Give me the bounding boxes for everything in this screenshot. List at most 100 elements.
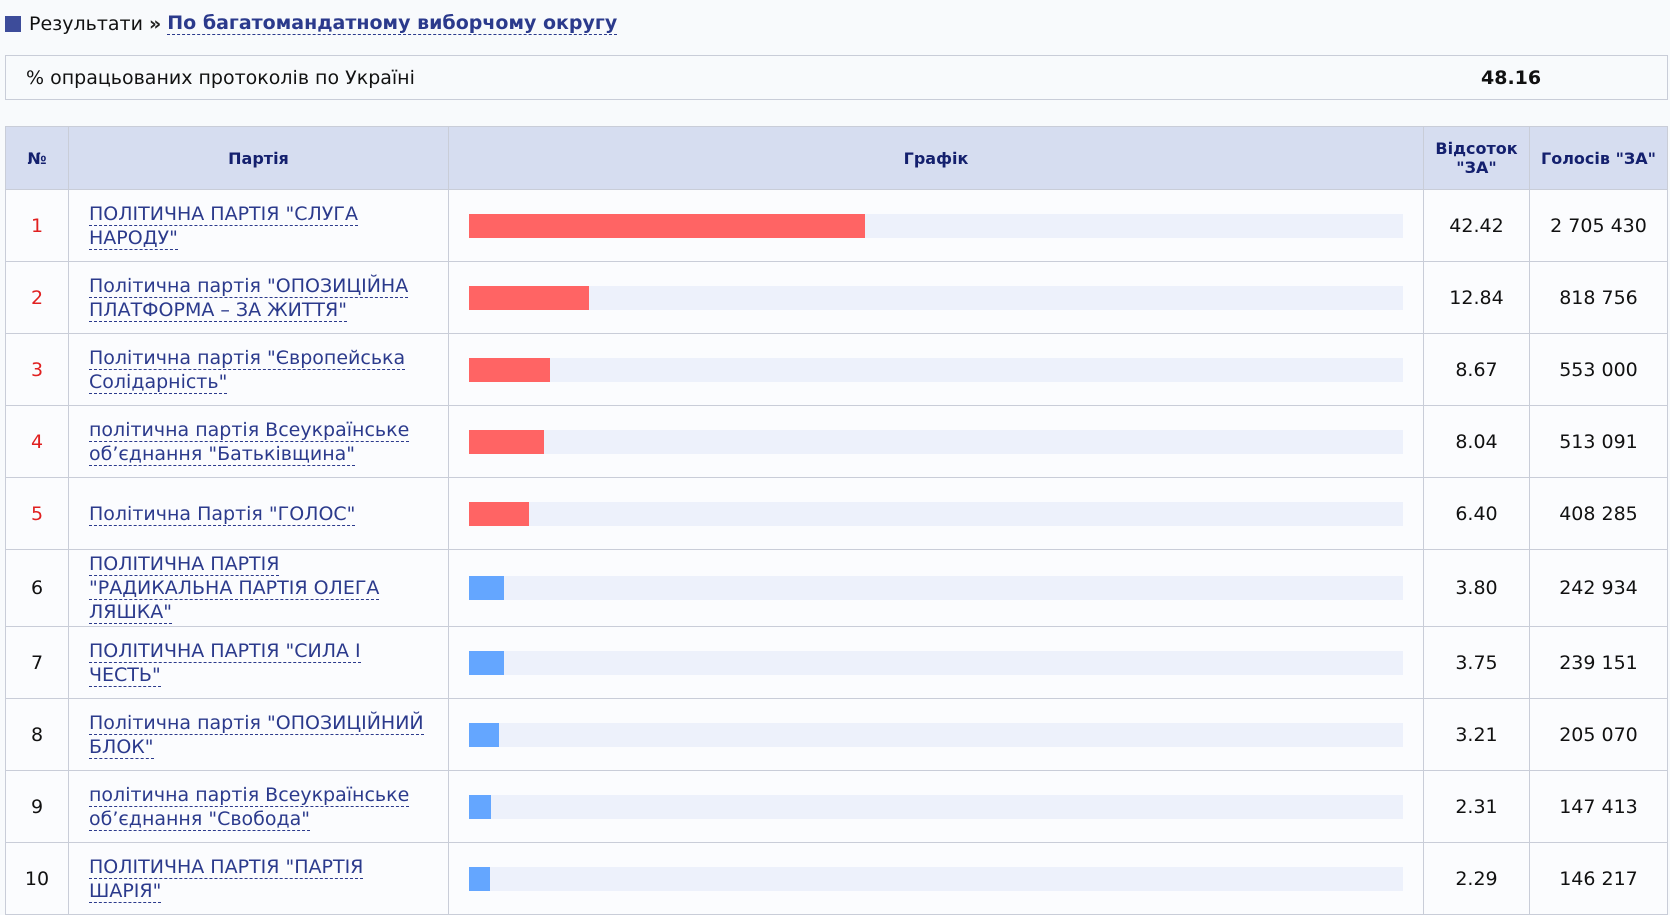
column-header: Партія	[68, 126, 449, 190]
result-row: 3 Політична партія "Європейська Солідарні…	[5, 333, 1668, 406]
chart-cell	[448, 261, 1424, 334]
bar	[469, 576, 505, 600]
column-header: Графік	[448, 126, 1424, 190]
result-row: 8 Політична партія "ОПОЗИЦІЙНИЙ БЛОК" 3.21…	[5, 698, 1668, 771]
bar-track	[469, 285, 1403, 310]
result-row: 6 ПОЛІТИЧНА ПАРТІЯ "РАДИКАЛЬНА ПАРТІЯ ОЛЕ…	[5, 549, 1668, 627]
bar	[469, 722, 499, 747]
chart-cell	[448, 333, 1424, 406]
bar	[469, 357, 550, 382]
bar-track	[469, 866, 1403, 891]
chart-cell	[448, 842, 1424, 915]
result-row: 9 політична партія Всеукраїнське об’єднан…	[5, 770, 1668, 843]
votes-cell: 239 151	[1529, 626, 1668, 699]
party-cell: політична партія Всеукраїнське об’єднанн…	[68, 770, 449, 843]
breadcrumb: Результати » По багатомандатному виборчо…	[5, 12, 618, 35]
party-link[interactable]: ПОЛІТИЧНА ПАРТІЯ "СЛУГА НАРОДУ"	[89, 202, 358, 250]
bar-track	[469, 794, 1403, 819]
summary-box: % опрацьованих протоколів по Україні 48.…	[5, 55, 1668, 100]
bar-track	[469, 213, 1403, 238]
percent-cell: 6.40	[1423, 477, 1530, 550]
party-link[interactable]: Політична партія "ОПОЗИЦІЙНИЙ БЛОК"	[89, 711, 424, 759]
bar-track	[469, 501, 1403, 526]
votes-cell: 2 705 430	[1529, 189, 1668, 262]
breadcrumb-current[interactable]: По багатомандатному виборчому округу	[167, 12, 618, 35]
column-header: Голосів "ЗА"	[1529, 126, 1668, 190]
party-cell: ПОЛІТИЧНА ПАРТІЯ "СИЛА І ЧЕСТЬ"	[68, 626, 449, 699]
breadcrumb-icon	[5, 15, 21, 32]
percent-cell: 3.75	[1423, 626, 1530, 699]
row-number: 7	[5, 626, 69, 699]
percent-cell: 2.31	[1423, 770, 1530, 843]
breadcrumb-separator: »	[148, 12, 162, 35]
bar	[469, 866, 491, 891]
party-link[interactable]: ПОЛІТИЧНА ПАРТІЯ "РАДИКАЛЬНА ПАРТІЯ ОЛЕГ…	[89, 553, 380, 624]
party-cell: ПОЛІТИЧНА ПАРТІЯ "ПАРТІЯ ШАРІЯ"	[68, 842, 449, 915]
row-number: 6	[5, 549, 69, 627]
result-row: 2 Політична партія "ОПОЗИЦІЙНА ПЛАТФОРМА …	[5, 261, 1668, 334]
votes-cell: 146 217	[1529, 842, 1668, 915]
votes-cell: 205 070	[1529, 698, 1668, 771]
party-link[interactable]: політична партія Всеукраїнське об’єднанн…	[89, 783, 410, 831]
row-number: 8	[5, 698, 69, 771]
column-header: Відсоток "ЗА"	[1423, 126, 1530, 190]
percent-cell: 3.80	[1423, 549, 1530, 627]
bar-track	[469, 576, 1403, 600]
summary-value: 48.16	[1481, 67, 1542, 89]
chart-cell	[448, 626, 1424, 699]
chart-cell	[448, 698, 1424, 771]
row-number: 4	[5, 405, 69, 478]
bar	[469, 213, 866, 238]
results-table: № Партія Графік Відсоток "ЗА" Голосів "ЗА" 1…	[5, 126, 1668, 915]
percent-cell: 8.04	[1423, 405, 1530, 478]
percent-cell: 2.29	[1423, 842, 1530, 915]
result-row: 5 Політична Партія "ГОЛОС" 6.40 408 285	[5, 477, 1668, 550]
chart-cell	[448, 405, 1424, 478]
chart-cell	[448, 549, 1424, 627]
votes-cell: 513 091	[1529, 405, 1668, 478]
row-number: 9	[5, 770, 69, 843]
votes-cell: 242 934	[1529, 549, 1668, 627]
bar-track	[469, 429, 1403, 454]
result-row: 10 ПОЛІТИЧНА ПАРТІЯ "ПАРТІЯ ШАРІЯ" 2.29 146…	[5, 842, 1668, 915]
party-link[interactable]: Політична партія "ОПОЗИЦІЙНА ПЛАТФОРМА –…	[89, 274, 409, 322]
bar	[469, 794, 491, 819]
party-cell: Політична партія "ОПОЗИЦІЙНА ПЛАТФОРМА –…	[68, 261, 449, 334]
row-number: 3	[5, 333, 69, 406]
chart-cell	[448, 189, 1424, 262]
percent-cell: 12.84	[1423, 261, 1530, 334]
page: Результати » По багатомандатному виборчо…	[5, 12, 1668, 915]
result-row: 4 політична партія Всеукраїнське об’єднан…	[5, 405, 1668, 478]
votes-cell: 553 000	[1529, 333, 1668, 406]
row-number: 10	[5, 842, 69, 915]
chart-cell	[448, 770, 1424, 843]
party-cell: Політична партія "ОПОЗИЦІЙНИЙ БЛОК"	[68, 698, 449, 771]
percent-cell: 3.21	[1423, 698, 1530, 771]
bar-track	[469, 722, 1403, 747]
summary-label: % опрацьованих протоколів по Україні	[26, 67, 415, 89]
row-number: 5	[5, 477, 69, 550]
party-link[interactable]: ПОЛІТИЧНА ПАРТІЯ "ПАРТІЯ ШАРІЯ"	[89, 855, 364, 903]
header-row: № Партія Графік Відсоток "ЗА" Голосів "ЗА"	[5, 126, 1668, 190]
votes-cell: 408 285	[1529, 477, 1668, 550]
percent-cell: 42.42	[1423, 189, 1530, 262]
row-number: 1	[5, 189, 69, 262]
bar-track	[469, 357, 1403, 382]
votes-cell: 818 756	[1529, 261, 1668, 334]
breadcrumb-root[interactable]: Результати	[29, 12, 143, 35]
result-row: 7 ПОЛІТИЧНА ПАРТІЯ "СИЛА І ЧЕСТЬ" 3.75 239 …	[5, 626, 1668, 699]
bar	[469, 429, 545, 454]
party-link[interactable]: Політична Партія "ГОЛОС"	[89, 502, 356, 526]
party-link[interactable]: Політична партія "Європейська Солідарніс…	[89, 346, 406, 394]
party-link[interactable]: ПОЛІТИЧНА ПАРТІЯ "СИЛА І ЧЕСТЬ"	[89, 639, 361, 687]
party-cell: ПОЛІТИЧНА ПАРТІЯ "РАДИКАЛЬНА ПАРТІЯ ОЛЕГ…	[68, 549, 449, 627]
bar-track	[469, 650, 1403, 675]
result-row: 1 ПОЛІТИЧНА ПАРТІЯ "СЛУГА НАРОДУ" 42.42 2 7…	[5, 189, 1668, 262]
party-link[interactable]: політична партія Всеукраїнське об’єднанн…	[89, 418, 410, 466]
percent-cell: 8.67	[1423, 333, 1530, 406]
votes-cell: 147 413	[1529, 770, 1668, 843]
chart-cell	[448, 477, 1424, 550]
party-cell: політична партія Всеукраїнське об’єднанн…	[68, 405, 449, 478]
bar	[469, 501, 529, 526]
column-header: №	[5, 126, 69, 190]
